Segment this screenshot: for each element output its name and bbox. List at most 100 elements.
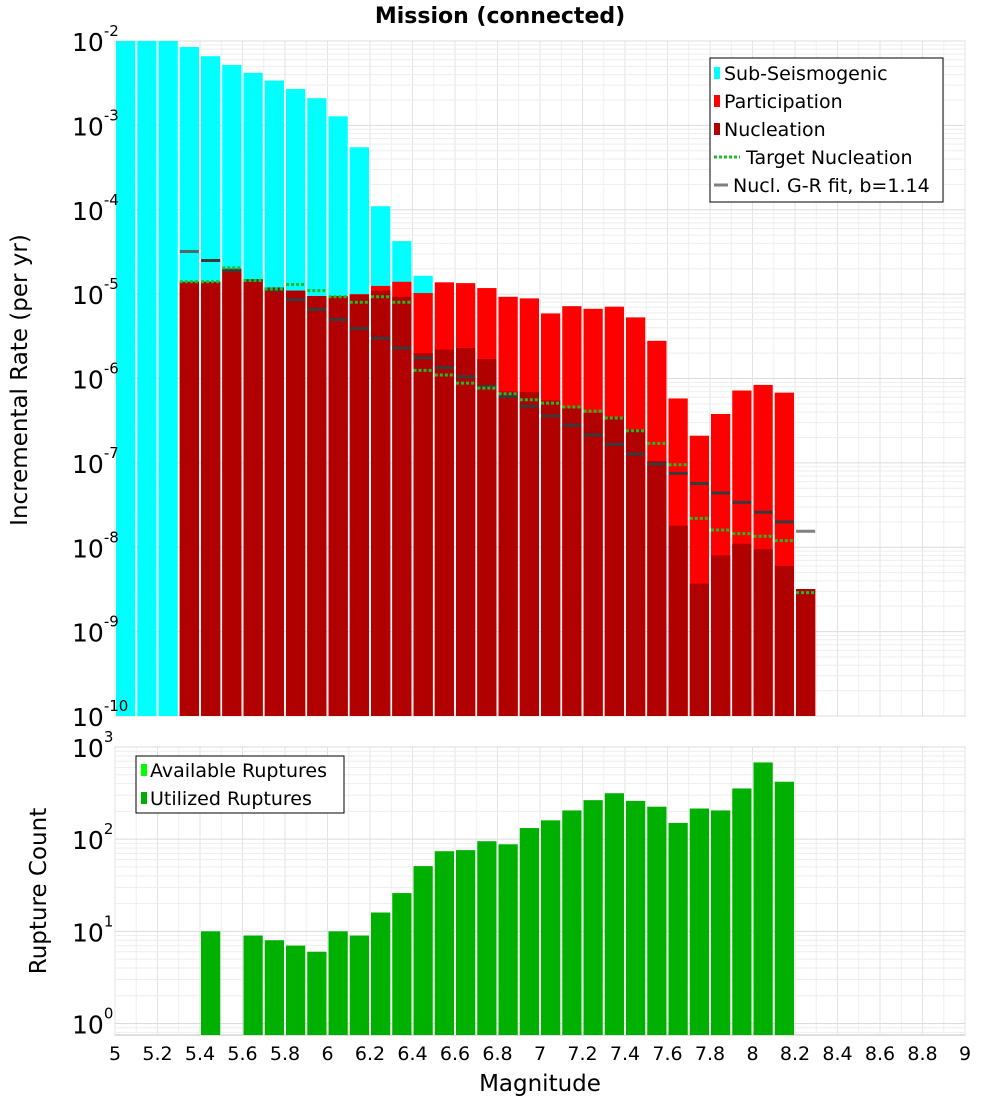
x-tick-label: 7.2	[567, 1043, 597, 1065]
nucleation-bar	[222, 268, 242, 716]
nucleation-bar	[796, 589, 816, 716]
utilized-ruptures-bar	[689, 808, 709, 1035]
utilized-ruptures-bar	[668, 822, 688, 1035]
nucleation-bar	[774, 565, 794, 716]
bottom-y-ticks: 103 102 101 100	[72, 728, 113, 1039]
utilized-ruptures-bar	[286, 945, 306, 1035]
x-tick-label: 5.8	[270, 1043, 300, 1065]
utilized-ruptures-bar	[349, 935, 369, 1035]
utilized-ruptures-bar	[328, 931, 348, 1035]
sub-seismogenic-bar	[158, 41, 178, 716]
x-tick-label: 5.2	[142, 1043, 172, 1065]
y-tick-label: 100	[72, 1004, 113, 1039]
top-legend: Sub-Seismogenic Participation Nucleation Ta…	[709, 57, 944, 203]
legend-box	[709, 57, 944, 203]
x-tick-label: 5.6	[227, 1043, 257, 1065]
x-tick-label: 6.4	[397, 1043, 427, 1065]
utilized-ruptures-bar	[392, 893, 412, 1035]
utilized-ruptures-bar	[456, 850, 476, 1035]
utilized-ruptures-bar	[477, 841, 497, 1035]
y-tick-label: 10-10	[72, 697, 128, 732]
nucleation-bar	[349, 294, 369, 716]
y-tick-label: 103	[72, 728, 113, 763]
utilized-ruptures-bar	[519, 828, 539, 1035]
x-tick-label: 8.4	[822, 1043, 852, 1065]
bottom-panel: 103 102 101 100 5 5.2 5.4 5.6 5.8 6 6.2 6.4 6.6 6.8 7…	[26, 728, 971, 1097]
bottom-y-axis-label: Rupture Count	[26, 808, 52, 974]
legend-label: Nucleation	[724, 119, 826, 141]
utilized-ruptures-bar	[711, 810, 731, 1035]
top-y-axis-label: Incremental Rate (per yr)	[7, 234, 33, 526]
utilized-ruptures-bar	[647, 806, 667, 1035]
bottom-x-ticks: 5 5.2 5.4 5.6 5.8 6 6.2 6.4 6.6 6.8 7 7.2 7.4 7.6 7.8 8…	[109, 1043, 971, 1065]
utilized-ruptures-bar	[626, 800, 646, 1035]
nucleation-bar	[626, 429, 646, 716]
utilized-ruptures-bar	[264, 940, 284, 1035]
x-tick-label: 8.8	[907, 1043, 937, 1065]
legend-swatch	[141, 792, 147, 804]
x-tick-label: 6.6	[440, 1043, 470, 1065]
nucleation-bar	[392, 296, 412, 716]
x-tick-label: 7.8	[695, 1043, 725, 1065]
bottom-legend: Available Ruptures Utilized Ruptures	[135, 755, 345, 814]
nucleation-bar	[732, 543, 752, 716]
x-tick-label: 7.4	[610, 1043, 640, 1065]
legend-swatch	[714, 95, 720, 107]
utilized-ruptures-bar	[732, 788, 752, 1035]
nucleation-bar	[668, 525, 688, 716]
nucleation-bar	[243, 279, 263, 716]
y-tick-label: 10-9	[72, 613, 119, 648]
x-axis-label: Magnitude	[479, 1071, 601, 1097]
legend-box	[135, 755, 345, 814]
utilized-ruptures-bar	[541, 820, 561, 1035]
x-tick-label: 6	[321, 1043, 333, 1065]
top-lines	[179, 250, 816, 595]
nucleation-bar	[307, 296, 327, 716]
sub-seismogenic-bar	[116, 41, 136, 716]
y-tick-label: 10-8	[72, 528, 119, 563]
legend-label: Utilized Ruptures	[150, 788, 312, 810]
x-tick-label: 5.4	[185, 1043, 215, 1065]
utilized-ruptures-bar	[562, 810, 582, 1035]
y-tick-label: 10-7	[72, 444, 119, 479]
legend-label: Participation	[724, 91, 843, 113]
x-tick-label: 6.8	[482, 1043, 512, 1065]
nucleation-bar	[498, 391, 518, 716]
y-tick-label: 10-3	[72, 106, 119, 141]
nucleation-bar	[583, 413, 603, 716]
nucleation-bar	[264, 287, 284, 716]
utilized-ruptures-bar	[604, 793, 624, 1035]
utilized-ruptures-bar	[201, 931, 221, 1035]
utilized-ruptures-bar	[753, 762, 773, 1035]
bottom-bars	[201, 762, 794, 1035]
nucleation-bar	[562, 407, 582, 716]
y-tick-label: 10-5	[72, 275, 119, 310]
legend-label: Sub-Seismogenic	[724, 63, 888, 85]
utilized-ruptures-bar	[371, 912, 391, 1035]
sub-seismogenic-bar	[137, 41, 157, 716]
nucleation-bar	[413, 353, 433, 716]
nucleation-bar	[371, 290, 391, 716]
utilized-ruptures-bar	[583, 800, 603, 1035]
legend-swatch	[714, 123, 720, 135]
x-tick-label: 7.6	[652, 1043, 682, 1065]
nucleation-bar	[711, 555, 731, 716]
nucleation-bar	[477, 359, 497, 716]
legend-label: Target Nucleation	[745, 147, 913, 169]
legend-swatch	[714, 67, 720, 79]
x-tick-label: 8.2	[780, 1043, 810, 1065]
nucleation-bar	[753, 549, 773, 716]
y-tick-label: 10-4	[72, 191, 119, 226]
utilized-ruptures-bar	[498, 844, 518, 1035]
nucleation-bar	[541, 400, 561, 716]
nucleation-bar	[201, 281, 221, 716]
legend-label: Available Ruptures	[150, 760, 327, 782]
nucleation-bar	[434, 349, 454, 716]
nucleation-bar	[647, 461, 667, 716]
y-tick-label: 101	[72, 912, 113, 947]
x-tick-label: 7	[534, 1043, 546, 1065]
y-tick-label: 10-6	[72, 360, 119, 395]
x-tick-label: 5	[109, 1043, 121, 1065]
utilized-ruptures-bar	[413, 866, 433, 1035]
